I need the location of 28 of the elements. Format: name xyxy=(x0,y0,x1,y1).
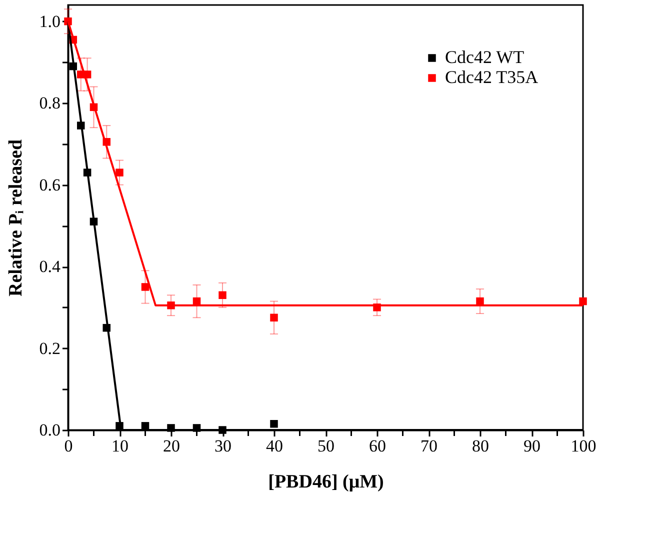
y-tick-label: 0.6 xyxy=(39,175,60,194)
x-tick-label: 60 xyxy=(369,436,386,456)
legend-label: Cdc42 WT xyxy=(445,47,524,67)
y-tick-label: 0.8 xyxy=(39,94,60,113)
point xyxy=(141,283,150,291)
point xyxy=(218,291,226,300)
x-tick-label: 90 xyxy=(524,436,540,456)
x-tick-label: 50 xyxy=(318,436,334,456)
x-tick-label: 20 xyxy=(163,436,180,456)
x-axis-title: [PBD46] (μM) xyxy=(268,472,384,492)
y-tick-label: 0.0 xyxy=(39,420,60,440)
y-tick-label: 0.4 xyxy=(39,257,61,276)
x-tick-label: 80 xyxy=(472,436,489,456)
point xyxy=(270,314,278,322)
x-tick-label: 10 xyxy=(112,436,128,456)
point xyxy=(476,297,484,306)
legend-label: Cdc42 T35A xyxy=(445,67,538,87)
point xyxy=(270,420,278,428)
point xyxy=(579,297,587,306)
point xyxy=(116,168,124,176)
y-axis-title: Relative Pᵢ released xyxy=(5,139,26,297)
y-tick-label: 0.2 xyxy=(39,338,60,358)
y-tick-label: 1.0 xyxy=(39,12,60,31)
x-tick-label: 100 xyxy=(570,436,596,456)
x-tick-label: 0 xyxy=(64,436,73,456)
x-tick-label: 70 xyxy=(420,436,438,456)
x-tick-label: 30 xyxy=(214,436,232,456)
x-tick-label: 40 xyxy=(266,436,283,456)
